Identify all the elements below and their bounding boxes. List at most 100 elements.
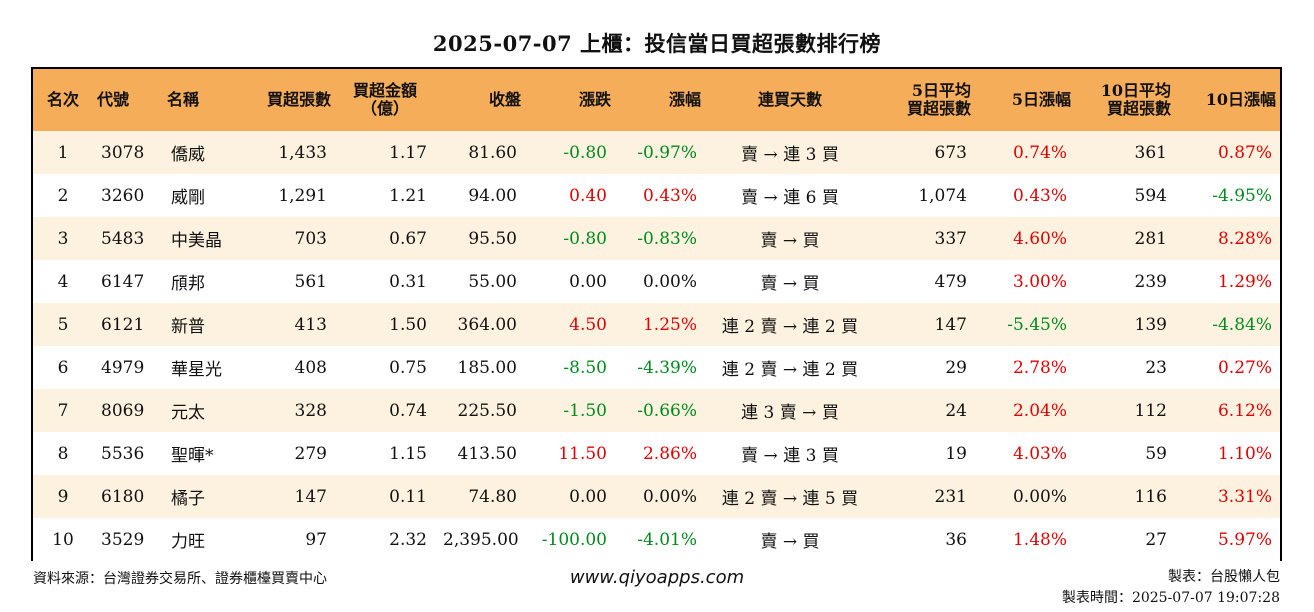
- cell-avg5: 36: [945, 529, 967, 550]
- cell-net-lots: 279: [294, 443, 327, 464]
- cell-close: 95.50: [468, 228, 517, 249]
- cell-pct5: 0.74%: [1012, 142, 1067, 163]
- header-name: 名稱: [167, 90, 200, 109]
- cell-avg5: 673: [934, 142, 967, 163]
- cell-name: 頎邦: [171, 274, 205, 294]
- cell-amount: 0.67: [389, 228, 427, 249]
- cell-name: 威剛: [171, 188, 205, 208]
- cell-streak: 連 2 賣 → 連 5 買: [721, 489, 859, 509]
- made-time: 製表時間：2025-07-07 19:07:28: [1061, 590, 1280, 606]
- credits: 製表：台股懶人包 製表時間：2025-07-07 19:07:28: [1062, 567, 1280, 609]
- cell-amount: 0.11: [389, 486, 427, 507]
- header-amount-line1: 買超金額: [352, 81, 417, 100]
- cell-rank: 3: [57, 228, 69, 249]
- cell-change: 0.00: [569, 271, 607, 292]
- cell-net-lots: 561: [294, 271, 327, 292]
- cell-pct: 0.00%: [642, 486, 697, 507]
- data-source: 資料來源：台灣證券交易所、證券櫃檯買賣中心: [33, 571, 327, 587]
- cell-name: 橘子: [171, 489, 205, 509]
- cell-amount: 1.15: [389, 443, 427, 464]
- cell-code: 3260: [101, 185, 145, 206]
- cell-avg10: 112: [1134, 400, 1167, 421]
- cell-pct: 0.00%: [642, 271, 697, 292]
- cell-change: -1.50: [563, 400, 607, 421]
- maker: 製表：台股懶人包: [1168, 569, 1280, 585]
- cell-name: 中美晶: [171, 231, 222, 251]
- cell-change: 4.50: [569, 314, 607, 335]
- table-row: 9 6180 橘子 147 0.11 74.80 0.00 0.00% 連 2 賣 → 連 5 …: [33, 475, 1280, 518]
- cell-amount: 2.32: [389, 529, 427, 550]
- cell-pct5: 0.43%: [1012, 185, 1067, 206]
- cell-pct5: 0.00%: [1012, 486, 1067, 507]
- cell-streak: 賣 → 連 3 買: [741, 446, 839, 466]
- cell-close: 2,395.00: [443, 529, 519, 550]
- cell-pct: 0.43%: [642, 185, 697, 206]
- table-row: 6 4979 華星光 408 0.75 185.00 -8.50 -4.39% 連 2 賣 → …: [33, 346, 1280, 389]
- cell-avg10: 116: [1134, 486, 1167, 507]
- cell-change: 11.50: [558, 443, 607, 464]
- cell-avg5: 24: [945, 400, 967, 421]
- cell-close: 225.50: [457, 400, 517, 421]
- cell-avg10: 23: [1145, 357, 1167, 378]
- cell-net-lots: 408: [294, 357, 327, 378]
- cell-pct10: 8.28%: [1217, 228, 1272, 249]
- cell-pct10: -4.84%: [1212, 314, 1272, 335]
- cell-close: 81.60: [468, 142, 517, 163]
- cell-amount: 0.74: [389, 400, 427, 421]
- table-row: 3 5483 中美晶 703 0.67 95.50 -0.80 -0.83% 賣 → 買 337 4…: [33, 217, 1280, 260]
- cell-code: 8069: [101, 400, 145, 421]
- cell-code: 3078: [101, 142, 145, 163]
- website-link[interactable]: www.qiyoapps.com: [569, 567, 745, 588]
- cell-name: 力旺: [171, 532, 205, 552]
- table-header-row: 名次 代號 名稱 買超張數 買超金額 （億） 收盤 漲跌 漲幅 連買天數 5日平…: [33, 69, 1280, 131]
- header-pct10: 10日漲幅: [1205, 90, 1276, 109]
- cell-close: 94.00: [468, 185, 517, 206]
- cell-pct5: 4.60%: [1012, 228, 1067, 249]
- cell-rank: 6: [57, 357, 69, 378]
- header-pct5: 5日漲幅: [1011, 90, 1071, 109]
- cell-pct10: 5.97%: [1217, 529, 1272, 550]
- cell-avg10: 139: [1134, 314, 1167, 335]
- header-change: 漲跌: [578, 90, 611, 109]
- cell-net-lots: 147: [294, 486, 327, 507]
- cell-avg5: 147: [934, 314, 967, 335]
- cell-pct10: 3.31%: [1217, 486, 1272, 507]
- table-row: 5 6121 新普 413 1.50 364.00 4.50 1.25% 連 2 賣 → 連 2…: [33, 303, 1280, 346]
- cell-streak: 賣 → 買: [760, 231, 820, 251]
- header-avg10-line2: 買超張數: [1106, 99, 1171, 118]
- cell-streak: 賣 → 連 3 買: [741, 145, 839, 165]
- cell-pct: -0.83%: [637, 228, 697, 249]
- cell-name: 僑威: [171, 145, 205, 165]
- header-close: 收盤: [488, 90, 521, 109]
- cell-avg10: 594: [1134, 185, 1167, 206]
- cell-rank: 8: [57, 443, 69, 464]
- cell-change: -8.50: [563, 357, 607, 378]
- cell-amount: 1.21: [389, 185, 427, 206]
- cell-net-lots: 413: [294, 314, 327, 335]
- cell-code: 4979: [101, 357, 145, 378]
- ranking-table: 名次 代號 名稱 買超張數 買超金額 （億） 收盤 漲跌 漲幅 連買天數 5日平…: [31, 67, 1282, 561]
- cell-avg10: 239: [1134, 271, 1167, 292]
- cell-amount: 1.50: [389, 314, 427, 335]
- cell-change: -0.80: [563, 142, 607, 163]
- cell-avg5: 231: [934, 486, 967, 507]
- cell-net-lots: 97: [305, 529, 327, 550]
- cell-avg10: 361: [1134, 142, 1167, 163]
- cell-close: 74.80: [468, 486, 517, 507]
- header-net-lots: 買超張數: [266, 90, 331, 109]
- cell-code: 6147: [101, 271, 145, 292]
- cell-streak: 賣 → 買: [760, 274, 820, 294]
- cell-avg5: 29: [945, 357, 967, 378]
- cell-pct5: 3.00%: [1012, 271, 1067, 292]
- cell-net-lots: 1,433: [278, 142, 327, 163]
- cell-change: 0.40: [569, 185, 607, 206]
- header-avg5-line1: 5日平均: [911, 81, 971, 100]
- cell-code: 6180: [101, 486, 145, 507]
- header-avg10-line1: 10日平均: [1100, 81, 1171, 100]
- cell-pct: -0.66%: [637, 400, 697, 421]
- cell-streak: 賣 → 買: [760, 532, 820, 552]
- cell-net-lots: 1,291: [278, 185, 327, 206]
- cell-pct: 2.86%: [642, 443, 697, 464]
- cell-streak: 連 2 賣 → 連 2 買: [721, 360, 859, 380]
- header-streak: 連買天數: [757, 90, 822, 109]
